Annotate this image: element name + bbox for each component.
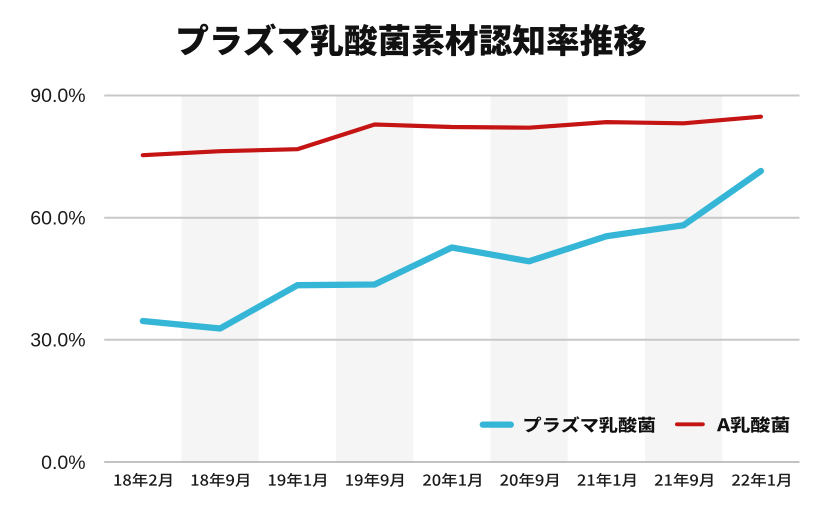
svg-text:60.0%: 60.0% xyxy=(30,207,85,229)
svg-text:90.0%: 90.0% xyxy=(30,85,85,107)
svg-text:0.0%: 0.0% xyxy=(41,452,85,474)
svg-text:30.0%: 30.0% xyxy=(30,330,85,352)
